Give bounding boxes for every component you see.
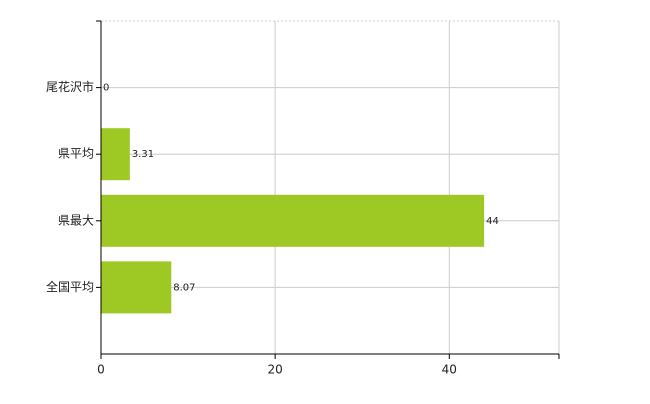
- x-tick-label: 20: [268, 363, 283, 377]
- bar: [101, 261, 172, 314]
- y-tick-label: 県最大: [58, 213, 94, 227]
- bar: [101, 194, 485, 247]
- value-label: 44: [486, 216, 499, 227]
- value-label: 3.31: [132, 149, 154, 160]
- y-tick-label: 全国平均: [46, 279, 94, 294]
- y-tick-label: 尾花沢市: [46, 79, 94, 94]
- y-tick-label: 県平均: [58, 147, 94, 161]
- x-tick-label: 0: [97, 363, 105, 377]
- value-label: 8.07: [173, 282, 195, 293]
- bar: [101, 128, 130, 181]
- x-tick-label: 40: [442, 363, 457, 377]
- value-label: 0: [103, 83, 109, 94]
